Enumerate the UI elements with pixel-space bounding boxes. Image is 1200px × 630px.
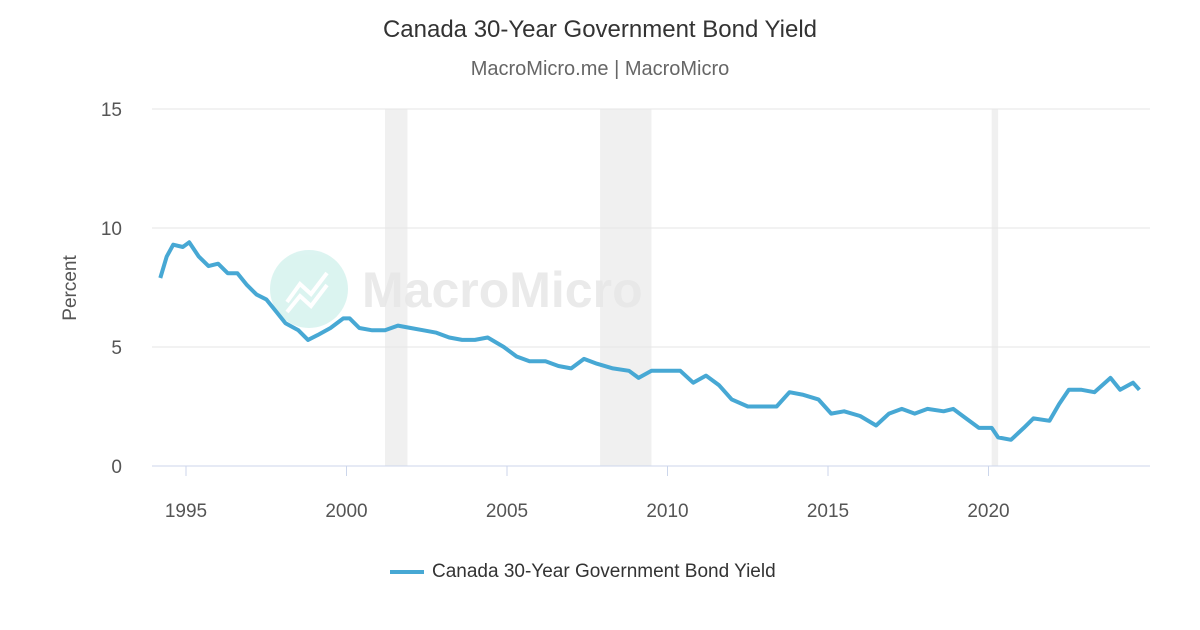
y-tick-label: 0 xyxy=(111,457,122,478)
chart-title: Canada 30-Year Government Bond Yield xyxy=(382,16,818,43)
y-tick-label: 10 xyxy=(101,219,122,240)
chart-subtitle: MacroMicro.me | MacroMicro xyxy=(470,58,730,80)
x-tick-label: 2005 xyxy=(486,501,528,522)
legend-item[interactable]: Canada 30-Year Government Bond Yield xyxy=(390,561,776,583)
x-tick-label: 2015 xyxy=(807,501,849,522)
x-tick-label: 1995 xyxy=(165,501,207,522)
x-tick-label: 2000 xyxy=(325,501,367,522)
y-axis-label: Percent xyxy=(60,255,81,321)
recession-band xyxy=(600,109,652,466)
legend-swatch xyxy=(390,570,424,574)
legend-label: Canada 30-Year Government Bond Yield xyxy=(432,561,776,582)
watermark-text: MacroMicro xyxy=(362,262,643,318)
watermark: MacroMicro xyxy=(270,250,643,328)
series-line xyxy=(158,240,1141,442)
y-tick-label: 15 xyxy=(101,100,122,121)
x-tick-label: 2020 xyxy=(967,501,1009,522)
recession-band xyxy=(991,109,999,466)
recession-band xyxy=(385,109,408,466)
x-tick-label: 2010 xyxy=(646,501,688,522)
y-tick-label: 5 xyxy=(111,338,122,359)
